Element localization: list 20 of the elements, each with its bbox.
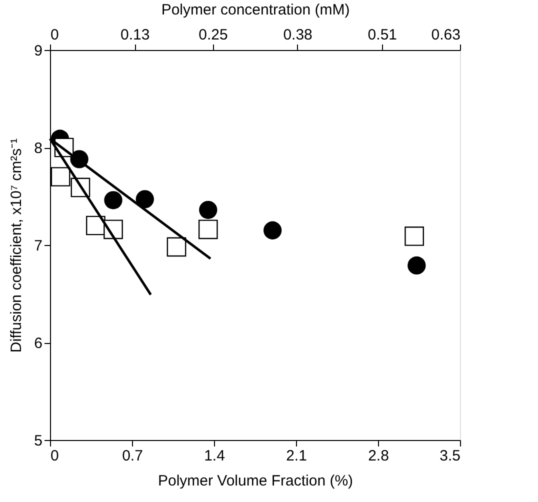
- x2-tick-label: 0.51: [368, 26, 398, 44]
- y-tick-label: 6: [34, 335, 42, 352]
- y-tick-label: 7: [34, 238, 42, 254]
- x2-tick-label: 0.25: [198, 26, 228, 44]
- x-axis-title: Polymer Volume Fraction (%): [158, 472, 354, 490]
- x-tick-label: 2.8: [368, 448, 389, 464]
- x-tick-label: 0.7: [122, 448, 143, 464]
- x-tick-label: 0: [50, 448, 59, 464]
- x2-tick-label: 0.13: [120, 26, 150, 44]
- x-tick-label: 3.5: [440, 448, 460, 464]
- y-tick-label: 8: [34, 140, 42, 157]
- x-tick-label: 2.1: [286, 448, 307, 464]
- x2-axis-title: Polymer concentration (mM): [161, 2, 350, 18]
- x-tick-label: 1.4: [204, 448, 225, 464]
- x2-tick-label: 0.63: [431, 26, 460, 44]
- x2-tick-label: 0.38: [283, 26, 312, 44]
- y-tick-label: 9: [34, 42, 42, 60]
- y-tick-label: 5: [34, 432, 42, 450]
- y-axis-title: Diffusion coefficient, x10⁷ cm²s⁻¹: [8, 138, 26, 353]
- x2-tick-label: 0: [50, 26, 59, 44]
